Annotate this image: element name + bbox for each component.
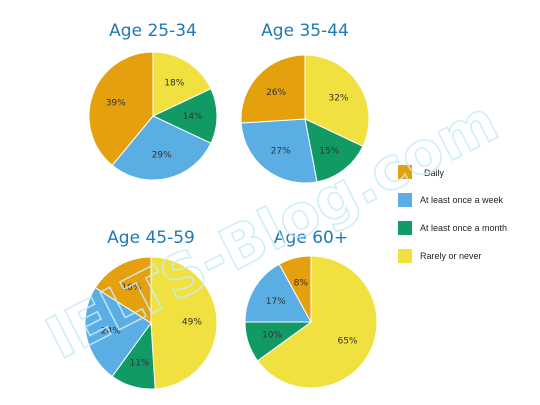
pie-title: Age 60+ [274, 228, 348, 248]
pie-chart-1: Age 25-34 18% 14% 29% 39% [88, 21, 218, 181]
slice-label-monthly: 15% [319, 146, 339, 156]
legend-label-rarely: Rarely or never [420, 251, 482, 261]
pie-chart-2: Age 35-44 32% 15% 27% 26% [240, 21, 370, 184]
pie-chart-3: Age 45-59 49% 11% 24% 16% [84, 228, 218, 390]
slice-label-monthly: 10% [262, 331, 282, 341]
legend-label-weekly: At least once a week [420, 195, 504, 205]
pie-slice-weekly [244, 263, 312, 323]
slice-label-rarely: 65% [337, 337, 357, 347]
pie-slice-daily [94, 256, 152, 324]
pie-slice-daily [88, 51, 154, 167]
pie-slice-monthly [151, 88, 218, 144]
legend-item-monthly: At least once a month [398, 221, 507, 235]
slice-label-weekly: 29% [152, 151, 172, 161]
legend-label-daily: Daily [424, 168, 445, 178]
slice-label-monthly: 14% [183, 112, 203, 122]
pie-slice-rarely [152, 51, 212, 117]
pie-chart-4: Age 60+ 65% 10% 17% 8% [244, 228, 378, 389]
slice-label-daily: 16% [121, 283, 141, 293]
legend-label-monthly: At least once a month [420, 223, 507, 233]
pie-slice-weekly [240, 118, 318, 184]
pie-title: Age 25-34 [109, 21, 197, 41]
slice-label-daily: 39% [106, 99, 126, 109]
pie-title: Age 45-59 [107, 228, 195, 248]
pie-slice-monthly [304, 118, 364, 183]
slice-label-weekly: 17% [266, 297, 286, 307]
slice-label-rarely: 32% [328, 94, 348, 104]
pie-slice-rarely [150, 256, 218, 390]
legend-swatch-daily [398, 165, 412, 179]
legend-swatch-monthly [398, 221, 412, 235]
pie-slice-rarely [256, 255, 378, 389]
slice-label-weekly: 27% [271, 146, 291, 156]
slice-label-weekly: 24% [101, 327, 121, 337]
slice-label-monthly: 11% [130, 358, 150, 368]
slice-label-daily: 8% [294, 278, 309, 288]
pie-slice-daily [240, 54, 306, 124]
legend-item-daily: Daily [398, 165, 445, 179]
pie-slice-daily [278, 255, 312, 323]
legend-item-weekly: At least once a week [398, 193, 504, 207]
legend-swatch-weekly [398, 193, 412, 207]
pie-charts: Age 25-34 18% 14% 29% 39% Age 35-44 32% 15% 27% 2… [84, 21, 378, 390]
legend-swatch-rarely [398, 249, 412, 263]
pie-title: Age 35-44 [261, 21, 349, 41]
slice-label-rarely: 18% [164, 79, 184, 89]
legend: Daily At least once a week At least once… [398, 165, 507, 263]
slice-label-daily: 26% [266, 88, 286, 98]
legend-item-rarely: Rarely or never [398, 249, 482, 263]
pie-slice-weekly [111, 115, 212, 181]
slice-label-rarely: 49% [182, 318, 202, 328]
pie-slice-rarely [304, 54, 370, 147]
pie-slice-weekly [84, 286, 152, 378]
